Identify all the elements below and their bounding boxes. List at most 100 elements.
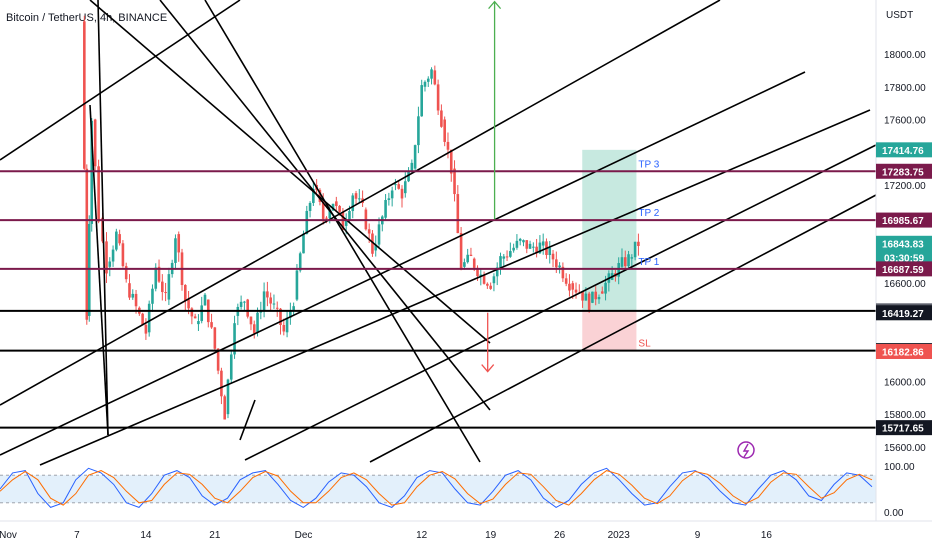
price-tag-label: 15717.65 (882, 424, 924, 435)
candle-body (390, 190, 394, 199)
candle-body (85, 168, 89, 320)
candle-body (312, 188, 315, 203)
candle-body (433, 70, 437, 85)
candle-body (348, 211, 351, 221)
candle-body (541, 241, 545, 246)
arrows-layer (481, 0, 502, 373)
candle-body (233, 323, 236, 355)
chart-title: Bitcoin / TetherUS, 4h, BINANCE (6, 12, 168, 24)
candle-body (203, 294, 207, 306)
time-tick-label: 16 (761, 530, 773, 541)
candle-body (482, 275, 486, 284)
candle-body (220, 370, 223, 397)
candle-body (118, 234, 121, 244)
candle-body (216, 348, 220, 371)
candle-body (555, 259, 558, 268)
trendline (0, 0, 241, 161)
candle-body (131, 293, 135, 298)
candle-body (522, 240, 525, 243)
trendline (239, 399, 256, 441)
candle-body (318, 189, 322, 202)
stoch-line (0, 470, 873, 506)
candle-body (272, 303, 276, 305)
candle-body (229, 354, 233, 380)
stoch-tick-label: 100.00 (884, 462, 915, 473)
candle-body (305, 210, 309, 235)
candle-body (479, 274, 483, 277)
price-tag-label: 16419.27 (882, 309, 924, 320)
candle-body (420, 85, 423, 117)
candle-body (243, 301, 246, 303)
candle-body (331, 203, 335, 211)
candle-body (597, 296, 601, 300)
price-tag-label: 16985.67 (882, 216, 924, 227)
candle-body (604, 282, 607, 294)
candle-body (262, 291, 266, 311)
zone-label: TP 1 (638, 257, 659, 268)
candle-body (256, 312, 259, 333)
candle-body (600, 291, 604, 294)
price-tick-label: 17600.00 (884, 116, 926, 127)
price-tick-label: 18000.00 (884, 50, 926, 61)
price-tag (876, 305, 932, 321)
candle-body (630, 257, 634, 259)
time-tick-label: Nov (0, 530, 17, 541)
candle-body (528, 243, 532, 249)
candle-body (486, 283, 489, 286)
price-axis[interactable]: USDT15600.0015800.0016000.0016200.001640… (875, 0, 932, 521)
candle-body (157, 266, 161, 282)
candle-body (371, 233, 374, 254)
candle-body (571, 283, 575, 290)
trendline (204, 0, 481, 463)
candle-body (121, 243, 125, 267)
zone-label: TP 2 (638, 208, 659, 219)
candle-body (210, 322, 213, 328)
alert-circle[interactable] (737, 441, 755, 459)
candle-body (321, 201, 325, 219)
candle-body (226, 379, 230, 415)
candle-body (584, 293, 588, 301)
candle-body (551, 253, 555, 260)
candle-body (564, 278, 568, 284)
zone-label: TP 3 (638, 159, 659, 170)
price-tag-label: 17283.75 (882, 167, 924, 178)
alert-icon[interactable] (737, 441, 755, 459)
candle-body (627, 254, 630, 267)
candle-body (285, 317, 289, 333)
zone-label: SL (638, 339, 651, 350)
candle-body (128, 283, 131, 298)
candle-body (246, 299, 249, 317)
candle-body (489, 285, 492, 289)
candle-body (144, 324, 148, 334)
candle-body (505, 256, 509, 258)
time-tick-label: 12 (416, 530, 428, 541)
price-tag (876, 343, 932, 359)
candle-body (279, 308, 282, 326)
time-axis[interactable]: Nov 7 14 21 Dec 12 19 26 2023 9 16 (0, 530, 772, 541)
countdown-label: 03:30:59 (884, 253, 924, 264)
candle-body (430, 69, 433, 79)
candle-body (223, 396, 226, 420)
candle-body (177, 234, 181, 253)
candle-body (164, 292, 167, 294)
candle-body (417, 116, 420, 146)
trendline (0, 71, 806, 456)
candle-body (476, 267, 479, 277)
candle-body (446, 141, 450, 150)
candle-body (197, 321, 200, 325)
candle-body (394, 184, 397, 186)
candle-body (213, 327, 217, 349)
candle-body (633, 241, 637, 258)
candle-body (538, 242, 542, 254)
candle-body (147, 303, 151, 333)
candle-body (561, 266, 565, 279)
candle-body (295, 270, 299, 300)
candle-body (83, 21, 86, 169)
candle-body (548, 247, 552, 256)
candle-body (591, 291, 594, 303)
candle-body (249, 316, 253, 325)
candle-body (302, 233, 305, 254)
candle-body (499, 256, 502, 268)
candle-body (193, 316, 197, 319)
